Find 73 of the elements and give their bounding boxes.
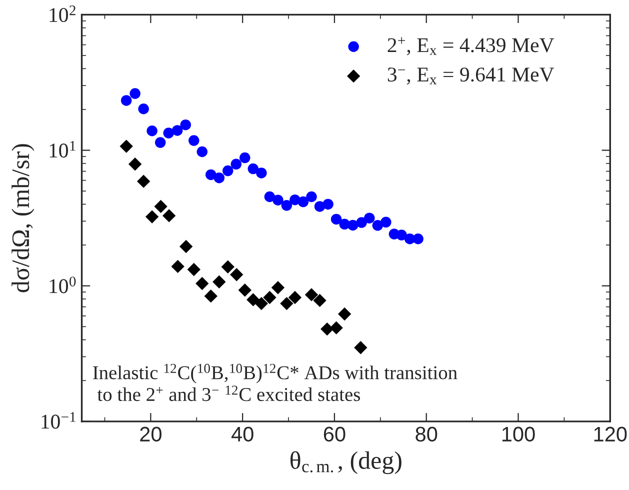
point (380, 216, 392, 228)
point (330, 321, 343, 334)
point (163, 128, 174, 138)
x-tick-label: 120 (594, 426, 627, 442)
point (204, 290, 218, 303)
point (120, 95, 132, 106)
point (180, 119, 191, 130)
point (230, 158, 242, 170)
point (248, 163, 259, 174)
point (162, 209, 176, 222)
point (154, 200, 168, 214)
point (138, 103, 149, 114)
point (146, 126, 158, 136)
point (412, 234, 424, 244)
point (304, 288, 318, 302)
point (222, 165, 234, 176)
y-tick-label: 10$^{1}$ (50, 141, 76, 158)
legend-label: 2$^{+}$, E$_{x}$ = 4.439 MeV (388, 37, 554, 56)
point (212, 275, 226, 288)
point (298, 196, 309, 208)
point (256, 168, 267, 178)
point (214, 172, 225, 184)
point (313, 294, 326, 308)
point (354, 341, 368, 354)
point (187, 262, 200, 276)
point (338, 307, 352, 321)
point (254, 296, 268, 310)
y-axis-title: dσ/dΩ, (mb/sr) (12, 144, 34, 292)
point (264, 191, 276, 202)
point (320, 322, 334, 336)
point (171, 260, 184, 274)
point (196, 146, 208, 158)
y-tick-label: 10$^{−1}$ (42, 412, 76, 429)
y-tick-label: 10$^{2}$ (50, 5, 76, 22)
point (120, 140, 133, 153)
point (288, 290, 302, 304)
point (230, 268, 244, 282)
point (272, 194, 284, 206)
point (322, 198, 334, 210)
point (154, 137, 166, 148)
legend-label: 3$^{−}$, E$_{x}$ = 9.641 MeV (388, 68, 554, 85)
y-tick-label: 10$^{0}$ (50, 276, 76, 294)
point (239, 152, 250, 164)
point (188, 135, 200, 146)
point (238, 284, 252, 297)
x-tick-label: 100 (502, 426, 535, 442)
point (136, 174, 150, 188)
point (145, 210, 159, 224)
point (128, 158, 142, 171)
point (347, 220, 358, 231)
point (372, 220, 384, 231)
point (263, 290, 276, 304)
point (330, 214, 342, 225)
point (281, 200, 292, 211)
point (205, 169, 216, 180)
point (221, 260, 234, 274)
point (196, 276, 209, 290)
point (356, 217, 367, 228)
point (306, 191, 317, 202)
x-axis-title: θ$_{c.m.}$, (deg) (290, 451, 402, 474)
x-tick-label: 20 (140, 426, 162, 442)
x-tick-label: 40 (231, 426, 254, 442)
point (246, 293, 260, 306)
x-tick-label: 80 (416, 426, 438, 442)
point (271, 281, 285, 294)
point (179, 240, 193, 254)
point (396, 230, 407, 240)
x-tick-label: 60 (324, 426, 346, 442)
point (130, 88, 140, 99)
point (280, 296, 294, 310)
point (364, 212, 375, 224)
text: Inelastic $^{12}$C($^{10}$B,$^{10}$B)$^{12}$C* ADs with transition to the 2$^{+}$ and 3$^{− 12}$C excited states (93, 364, 458, 402)
point (172, 125, 183, 136)
